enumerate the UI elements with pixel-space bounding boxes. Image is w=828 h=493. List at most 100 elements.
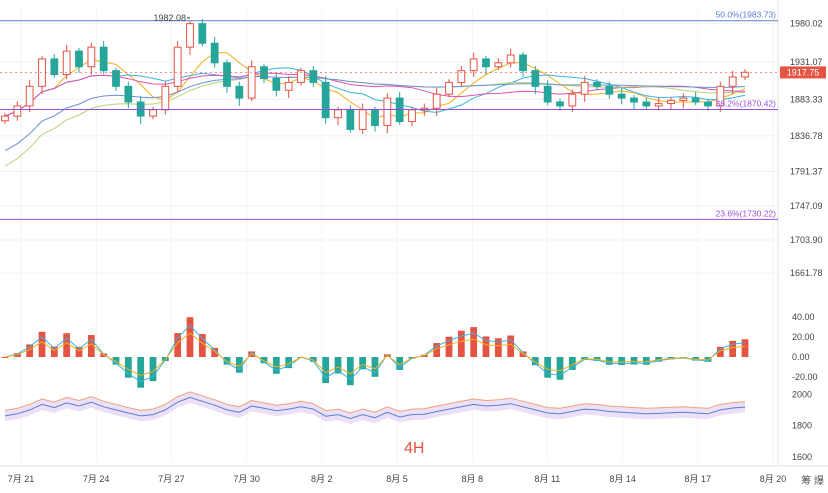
macd-bar <box>149 357 157 382</box>
candle-body <box>87 46 96 68</box>
candle-body <box>112 70 120 87</box>
candle-body <box>642 101 651 107</box>
candle-body <box>346 109 355 130</box>
x-tick-label: 8月 14 <box>609 474 636 484</box>
fib-label: 23.6%(1730.22) <box>716 208 777 218</box>
boll-band-fill <box>5 391 745 424</box>
candle-body <box>630 97 638 103</box>
macd-bar <box>137 357 145 388</box>
candle-body <box>371 109 379 127</box>
macd-bar <box>285 357 293 369</box>
y-tick-label: 1836.78 <box>790 131 823 141</box>
y-tick-label: 1661.78 <box>790 268 823 278</box>
macd-tick-label: -20.00 <box>792 372 818 382</box>
candle-body <box>284 81 293 91</box>
candle-body <box>519 54 527 72</box>
candle-body <box>334 109 342 119</box>
macd-bar <box>741 339 749 357</box>
macd-bar <box>322 357 330 384</box>
candle-body <box>408 109 416 123</box>
macd-bar <box>260 357 268 364</box>
macd-bar <box>223 357 231 365</box>
macd-bar <box>716 346 724 357</box>
candle-body <box>247 66 256 99</box>
candle-body <box>210 42 219 64</box>
candle-body <box>679 97 688 101</box>
candle-body <box>99 46 108 72</box>
macd-bar <box>87 335 95 357</box>
candlesticks <box>1 18 749 135</box>
x-tick-label: 8月 11 <box>534 474 560 484</box>
candle-body <box>469 58 478 72</box>
macd-bar <box>1 357 9 358</box>
macd-bar <box>124 357 132 378</box>
macd-histogram <box>1 317 749 388</box>
macd-bar <box>544 357 552 378</box>
candle-body <box>272 78 281 91</box>
candle-body <box>494 62 503 68</box>
macd-bar <box>334 357 342 374</box>
candle-body <box>186 23 194 48</box>
candle-body <box>432 93 441 109</box>
candle-body <box>445 81 453 95</box>
macd-bar <box>198 334 206 357</box>
boll-upper-line <box>4 391 746 414</box>
x-tick-label: 8月 5 <box>386 474 408 484</box>
x-tick-label: 8月 2 <box>311 474 333 484</box>
candle-body <box>593 81 601 87</box>
macd-bar <box>605 357 613 365</box>
candle-body <box>223 62 231 87</box>
boll-tick-label: 2000 <box>792 389 812 399</box>
macd-tick-label: 40.00 <box>792 312 815 322</box>
timeframe-label: 4H <box>404 440 425 457</box>
macd-bar <box>433 343 441 357</box>
macd-bar <box>211 347 219 357</box>
macd-bar <box>235 357 243 373</box>
macd-bar <box>359 357 367 370</box>
last-price-tag <box>780 66 826 79</box>
y-tick-label: 1931.07 <box>790 57 823 67</box>
price-axis: 1980.02 1931.07 1883.33 1836.78 1791.37 1747.… <box>790 19 823 462</box>
candle-body <box>506 54 515 64</box>
macd-bar <box>38 331 46 357</box>
candle-body <box>50 58 59 76</box>
macd-bar <box>494 338 502 357</box>
candle-body <box>568 93 577 107</box>
candle-body <box>667 99 675 105</box>
annotations: 1982.08 1917.75 <box>0 13 826 79</box>
macd-bar <box>396 357 404 370</box>
candle-body <box>580 81 589 95</box>
candle-body <box>531 70 540 87</box>
candle-body <box>457 70 466 83</box>
y-tick-label: 1747.09 <box>790 201 823 211</box>
candle-body <box>556 101 564 107</box>
candle-body <box>482 58 490 68</box>
candle-body <box>75 50 83 68</box>
boll-tick-label: 1600 <box>792 452 812 462</box>
macd-bar <box>26 344 34 357</box>
corner-label[interactable]: 筹 爆 <box>801 476 824 487</box>
candle-body <box>654 103 663 107</box>
candle-body <box>383 97 392 127</box>
y-tick-label: 1703.90 <box>790 235 823 245</box>
candle-body <box>25 85 34 107</box>
macd-bar <box>50 346 58 357</box>
fib-label: 38.2%(1870.42) <box>716 99 777 109</box>
fib-label: 50.0%(1983.73) <box>716 10 777 20</box>
macd-bar <box>457 330 465 357</box>
macd-bar <box>482 336 490 357</box>
candle-body <box>62 50 71 76</box>
macd-tick-label: 0.00 <box>792 352 810 362</box>
boll-mid-line <box>4 396 746 420</box>
macd-bar <box>556 357 564 380</box>
macd-bar <box>445 336 453 357</box>
x-tick-label: 8月 17 <box>685 474 712 484</box>
candle-body <box>716 85 725 107</box>
macd-bar <box>75 346 83 357</box>
candle-body <box>124 85 133 103</box>
x-tick-label: 7月 30 <box>233 474 260 484</box>
candle-body <box>691 97 700 103</box>
time-axis: 7月 21 7月 24 7月 27 7月 30 8月 2 8月 5 8月 8 8月 11 8月 … <box>8 474 787 484</box>
high-price-annotation: 1982.08 <box>153 13 186 23</box>
